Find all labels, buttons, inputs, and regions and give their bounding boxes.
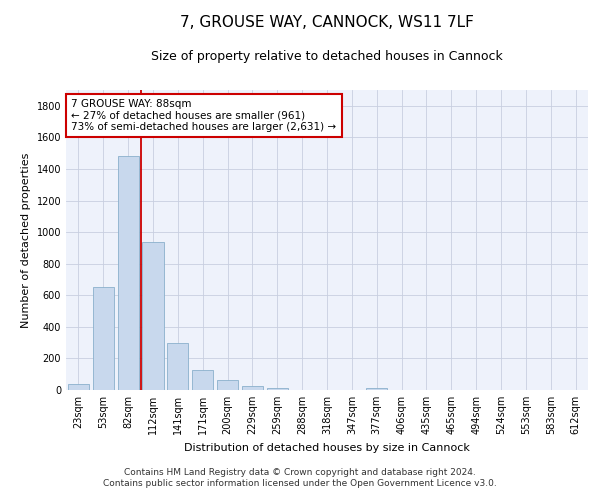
Bar — [267, 388, 288, 390]
Y-axis label: Number of detached properties: Number of detached properties — [21, 152, 31, 328]
Text: Size of property relative to detached houses in Cannock: Size of property relative to detached ho… — [151, 50, 503, 63]
Bar — [68, 384, 89, 390]
Text: Contains HM Land Registry data © Crown copyright and database right 2024.
Contai: Contains HM Land Registry data © Crown c… — [103, 468, 497, 487]
Bar — [167, 344, 188, 390]
Bar — [142, 242, 164, 390]
Bar — [217, 380, 238, 390]
Bar — [366, 388, 387, 390]
Bar — [93, 288, 114, 390]
Bar — [118, 156, 139, 390]
Bar — [192, 370, 213, 390]
Bar — [242, 386, 263, 390]
Text: 7, GROUSE WAY, CANNOCK, WS11 7LF: 7, GROUSE WAY, CANNOCK, WS11 7LF — [180, 15, 474, 30]
Text: 7 GROUSE WAY: 88sqm
← 27% of detached houses are smaller (961)
73% of semi-detac: 7 GROUSE WAY: 88sqm ← 27% of detached ho… — [71, 99, 337, 132]
X-axis label: Distribution of detached houses by size in Cannock: Distribution of detached houses by size … — [184, 442, 470, 452]
